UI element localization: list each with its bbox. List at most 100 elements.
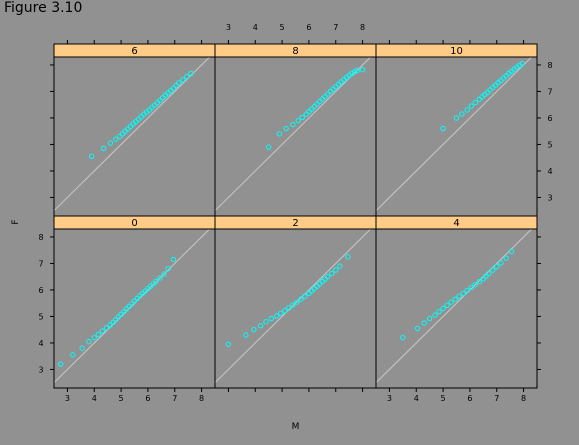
data-point <box>440 125 446 132</box>
strip-label-10: 10 <box>450 46 463 57</box>
data-point <box>295 117 301 124</box>
data-point <box>127 123 134 130</box>
data-point <box>263 319 269 325</box>
data-point <box>444 302 450 309</box>
data-point <box>268 315 275 322</box>
data-point <box>472 281 478 288</box>
data-point <box>286 305 292 311</box>
data-point <box>486 270 492 277</box>
data-point <box>176 80 182 86</box>
data-point <box>426 315 433 322</box>
data-point <box>503 255 509 261</box>
data-point <box>464 107 470 113</box>
data-point <box>448 299 454 305</box>
reference-line-4 <box>375 228 532 384</box>
data-point <box>460 290 466 297</box>
data-point <box>86 338 92 345</box>
data-point <box>414 325 421 332</box>
panel-frame-4 <box>375 228 538 389</box>
strip-label-2: 2 <box>292 218 298 229</box>
data-point <box>476 279 483 285</box>
x-tick-label: 6 <box>145 394 150 403</box>
x-tick-label: 8 <box>521 394 526 403</box>
data-point <box>88 153 95 160</box>
x-tick-label: 5 <box>441 394 446 403</box>
x-tick-label: 3 <box>387 394 392 403</box>
data-point <box>464 287 470 294</box>
data-point <box>103 325 110 331</box>
data-point <box>303 111 309 117</box>
data-point <box>302 293 308 300</box>
y-tick-label: 8 <box>547 61 552 70</box>
x-tick-label: 4 <box>253 23 258 32</box>
y-tick-label: 4 <box>547 167 552 176</box>
y-tick-label: 5 <box>38 312 43 321</box>
data-point <box>299 114 305 121</box>
data-point <box>351 69 358 75</box>
data-point <box>349 70 355 77</box>
x-tick-label: 7 <box>333 23 338 32</box>
data-point <box>436 308 442 315</box>
data-point <box>274 313 280 319</box>
y-tick-label: 4 <box>38 339 43 348</box>
y-axis-title: F <box>11 219 21 224</box>
y-tick-label: 8 <box>38 233 43 242</box>
x-tick-label: 6 <box>467 394 472 403</box>
data-point <box>165 266 171 272</box>
panel-frame-6 <box>53 56 216 217</box>
data-point <box>494 263 500 270</box>
data-point <box>333 267 339 273</box>
data-point <box>290 302 296 308</box>
data-point <box>278 310 284 316</box>
data-point <box>400 334 406 341</box>
data-point <box>265 144 272 150</box>
data-point <box>337 263 343 269</box>
x-axis-title: M <box>292 422 300 432</box>
data-point <box>468 103 474 109</box>
data-point <box>298 296 304 302</box>
y-tick-label: 3 <box>547 193 552 202</box>
reference-line-6 <box>53 56 210 212</box>
data-point <box>79 345 85 351</box>
panel-frame-0 <box>53 228 216 389</box>
data-point <box>58 361 64 367</box>
y-tick-label: 3 <box>38 365 43 374</box>
data-point <box>325 274 331 280</box>
strip-label-6: 6 <box>131 46 137 57</box>
data-point <box>180 77 186 83</box>
data-point <box>440 305 446 312</box>
y-tick-label: 5 <box>547 140 552 149</box>
data-point <box>170 256 177 263</box>
x-tick-label: 3 <box>226 23 231 32</box>
data-point <box>184 73 190 80</box>
y-tick-label: 6 <box>38 286 43 295</box>
data-point <box>117 133 123 140</box>
data-point <box>95 331 101 338</box>
data-point <box>476 96 483 103</box>
data-point <box>345 254 351 260</box>
data-point <box>508 248 515 255</box>
data-point <box>251 327 257 333</box>
data-point <box>70 352 76 358</box>
data-point <box>153 278 159 285</box>
x-tick-label: 7 <box>494 394 499 403</box>
data-point <box>329 270 335 277</box>
y-tick-label: 6 <box>547 114 552 123</box>
data-point <box>325 91 331 97</box>
data-point <box>294 299 300 305</box>
data-point <box>359 67 366 73</box>
data-point <box>472 99 478 106</box>
strip-label-8: 8 <box>292 46 298 57</box>
data-point <box>290 121 296 128</box>
y-tick-label: 7 <box>547 87 552 96</box>
strip-label-4: 4 <box>453 218 459 229</box>
data-point <box>99 328 106 334</box>
data-point <box>514 64 520 70</box>
data-point <box>432 312 438 318</box>
x-tick-label: 5 <box>280 23 285 32</box>
data-point <box>173 82 179 89</box>
x-tick-label: 3 <box>65 394 70 403</box>
data-point <box>498 260 504 266</box>
data-point <box>453 115 460 121</box>
